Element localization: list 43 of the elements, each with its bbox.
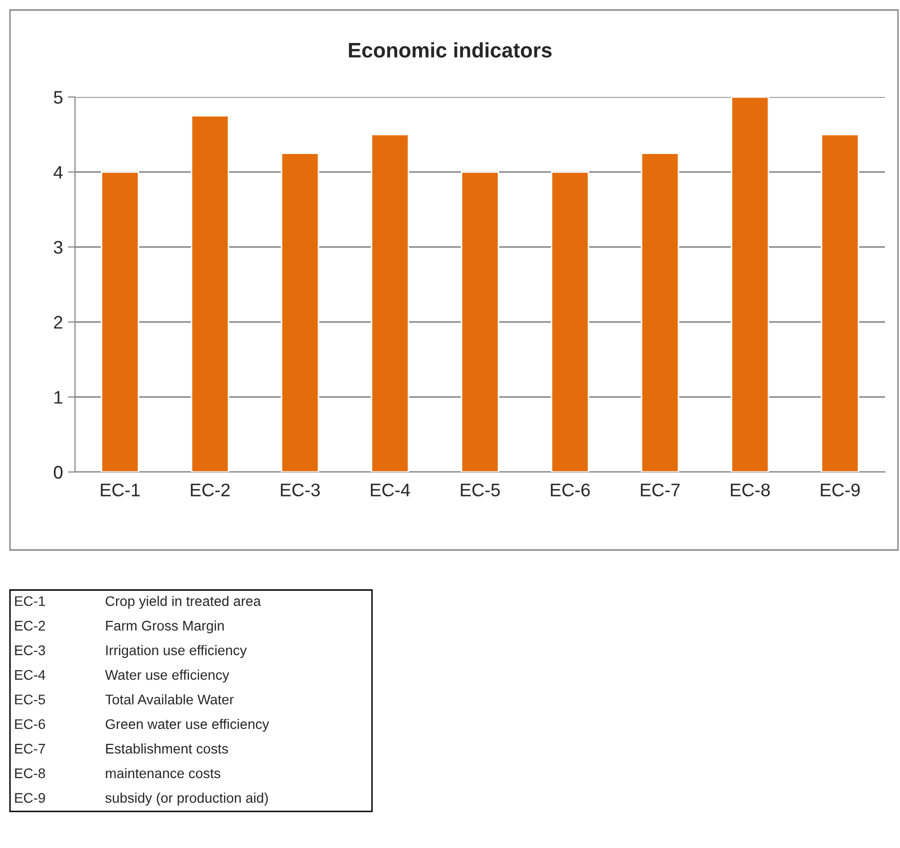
x-tick-label: EC-2 — [190, 484, 230, 496]
text: EC-9 — [15, 792, 45, 803]
text: Green water use efficiency — [106, 718, 270, 732]
text: Establishment costs — [106, 743, 228, 754]
x-tick-label: EC-3 — [280, 484, 320, 496]
text: Crop yield in treated area — [106, 596, 261, 609]
x-tick-label: EC-8 — [730, 484, 770, 496]
bar — [550, 171, 590, 472]
y-tick-label: 1 — [54, 391, 62, 404]
y-tick-label: 2 — [54, 316, 62, 329]
text: EC-3 — [15, 645, 46, 656]
text: EC-4 — [15, 670, 46, 680]
text: maintenance costs — [106, 768, 220, 778]
bar — [640, 152, 680, 472]
bar — [820, 134, 860, 472]
text: Farm Gross Margin — [106, 620, 224, 634]
text: EC-2 — [15, 620, 45, 631]
text: Total Available Water — [105, 694, 234, 704]
x-tick-label: EC-7 — [640, 484, 680, 496]
x-tick-label: EC-9 — [820, 484, 860, 496]
text: Water use efficiency — [105, 670, 230, 683]
bar — [190, 115, 230, 472]
x-tick-label: EC-1 — [100, 484, 140, 496]
text: subsidy (or production aid) — [105, 792, 268, 806]
bar — [100, 171, 140, 472]
bar — [280, 152, 320, 472]
y-tick-label: 4 — [54, 166, 63, 179]
bar — [730, 97, 770, 472]
text: Irrigation use efficiency — [106, 645, 247, 658]
bar — [460, 171, 500, 472]
x-tick-label: EC-6 — [550, 484, 590, 496]
bar — [370, 134, 410, 472]
x-tick-label: EC-5 — [460, 484, 500, 496]
text: EC-7 — [15, 744, 45, 754]
text: EC-1 — [15, 596, 45, 606]
x-tick-label: EC-4 — [370, 484, 410, 496]
text: EC-8 — [15, 768, 46, 778]
y-tick-label: 0 — [54, 466, 62, 479]
text: EC-6 — [15, 719, 46, 730]
text: EC-5 — [15, 694, 46, 704]
y-tick-label: 5 — [54, 91, 62, 104]
y-tick-label: 3 — [54, 240, 62, 254]
chart-title: Economic indicators — [348, 42, 552, 58]
